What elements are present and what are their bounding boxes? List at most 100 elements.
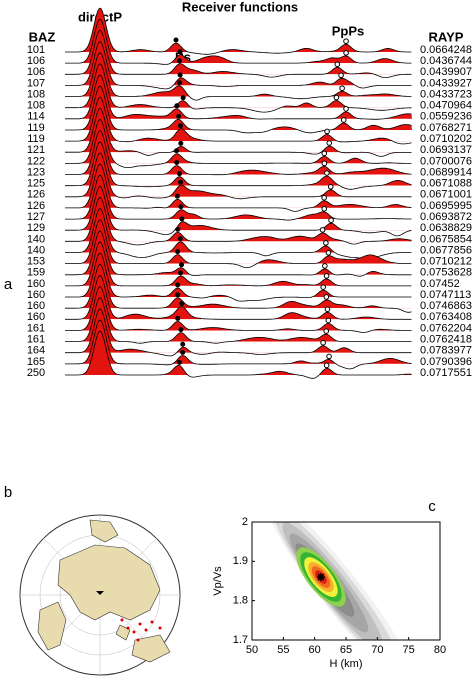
- panel-label: a: [4, 276, 13, 293]
- rayp-label: 0.0762204: [420, 322, 472, 334]
- baz-label: 106: [27, 55, 45, 67]
- rayp-label: 0.0700076: [420, 155, 472, 167]
- trace: [65, 52, 412, 101]
- trace-fill: [65, 141, 412, 186]
- baz-label: 101: [27, 44, 45, 56]
- baz-label: 160: [27, 311, 45, 323]
- baz-label: 250: [27, 367, 45, 379]
- baz-label: 122: [27, 155, 45, 167]
- ppps-marker: [322, 263, 328, 269]
- trace: [65, 219, 412, 269]
- ps-marker: [179, 262, 185, 268]
- rayp-label: 0.0762418: [420, 333, 472, 345]
- baz-label: 161: [27, 322, 45, 334]
- x-tick-label: 80: [434, 644, 446, 656]
- baz-label: 153: [27, 256, 45, 268]
- trace: [65, 29, 412, 78]
- baz-label: 160: [27, 289, 45, 301]
- baz-label: 126: [27, 200, 45, 212]
- trace: [65, 197, 412, 246]
- ps-marker: [174, 193, 180, 199]
- baz-header: BAZ: [29, 29, 56, 44]
- rayp-label: 0.0695995: [420, 200, 472, 212]
- ps-marker: [177, 270, 183, 276]
- trace-fill: [65, 52, 412, 97]
- ppps-marker: [326, 140, 333, 146]
- rayp-label: 0.0436744: [420, 55, 472, 67]
- trace-fill: [65, 75, 412, 119]
- rayp-label: 0.0763408: [420, 311, 472, 323]
- phase-label: PpPs: [332, 23, 365, 38]
- trace: [65, 63, 412, 113]
- trace-fill: [75, 175, 412, 220]
- ps-marker: [174, 160, 180, 166]
- trace-fill: [65, 219, 412, 264]
- baz-label: 114: [27, 111, 45, 123]
- baz-label: 164: [27, 345, 45, 357]
- rayp-label: 0.0675854: [420, 233, 472, 245]
- trace-fill: [65, 197, 412, 242]
- map: [19, 514, 181, 676]
- ppps-marker: [338, 72, 344, 79]
- ppps-marker: [325, 317, 332, 324]
- rayp-label: 0.0747113: [420, 289, 471, 301]
- ps-marker: [177, 236, 183, 242]
- ppps-marker: [323, 240, 329, 246]
- trace-fill: [65, 97, 412, 142]
- ppps-marker: [327, 183, 334, 190]
- ps-marker: [177, 123, 183, 129]
- trace: [65, 185, 412, 237]
- trace: [65, 230, 412, 277]
- trace-fill: [65, 320, 412, 364]
- x-tick-label: 75: [403, 644, 415, 656]
- trace-fill: [65, 41, 412, 86]
- rayp-label: 0.0433927: [420, 77, 472, 89]
- ps-marker: [178, 140, 184, 146]
- ps-marker: [177, 72, 183, 78]
- ps-marker: [178, 327, 184, 333]
- x-tick-label: 70: [371, 644, 383, 656]
- trace: [65, 297, 412, 344]
- ps-marker: [175, 282, 181, 288]
- ppps-marker: [343, 50, 349, 56]
- ps-marker: [177, 171, 183, 177]
- trace: [65, 330, 412, 379]
- baz-label: 107: [27, 77, 45, 89]
- ppps-marker: [320, 339, 326, 346]
- trace: [65, 319, 412, 370]
- ppps-marker: [324, 306, 331, 313]
- ppps-marker: [321, 194, 327, 201]
- ppps-marker: [321, 160, 328, 167]
- ppps-marker: [321, 150, 328, 157]
- rayp-label: 0.0693872: [420, 211, 472, 223]
- x-tick-label: 55: [277, 644, 289, 656]
- trace-fill: [65, 186, 346, 231]
- trace: [65, 275, 412, 320]
- ps-marker: [176, 113, 182, 119]
- ppps-marker: [343, 106, 349, 112]
- x-tick-label: 65: [340, 644, 352, 656]
- ps-marker: [180, 341, 186, 347]
- ps-marker: [177, 49, 183, 55]
- trace: [65, 85, 412, 134]
- ppps-marker: [328, 217, 334, 224]
- rayp-header: RAYP: [429, 29, 464, 44]
- ppps-marker: [323, 273, 330, 279]
- ps-marker: [176, 359, 182, 365]
- baz-label: 129: [27, 222, 45, 234]
- baz-label: 121: [27, 144, 45, 156]
- trace: [65, 263, 412, 313]
- y-tick-label: 2: [242, 516, 248, 528]
- rayp-label: 0.0717551: [420, 367, 472, 379]
- ps-marker: [179, 301, 185, 307]
- trace: [65, 163, 412, 212]
- baz-label: 119: [27, 122, 45, 134]
- trace-fill: [65, 275, 412, 320]
- trace: [65, 308, 412, 357]
- trace-fill: [65, 119, 412, 164]
- ppps-marker: [323, 362, 330, 369]
- baz-label: 160: [27, 300, 45, 312]
- trace: [65, 130, 412, 176]
- trace: [65, 74, 412, 120]
